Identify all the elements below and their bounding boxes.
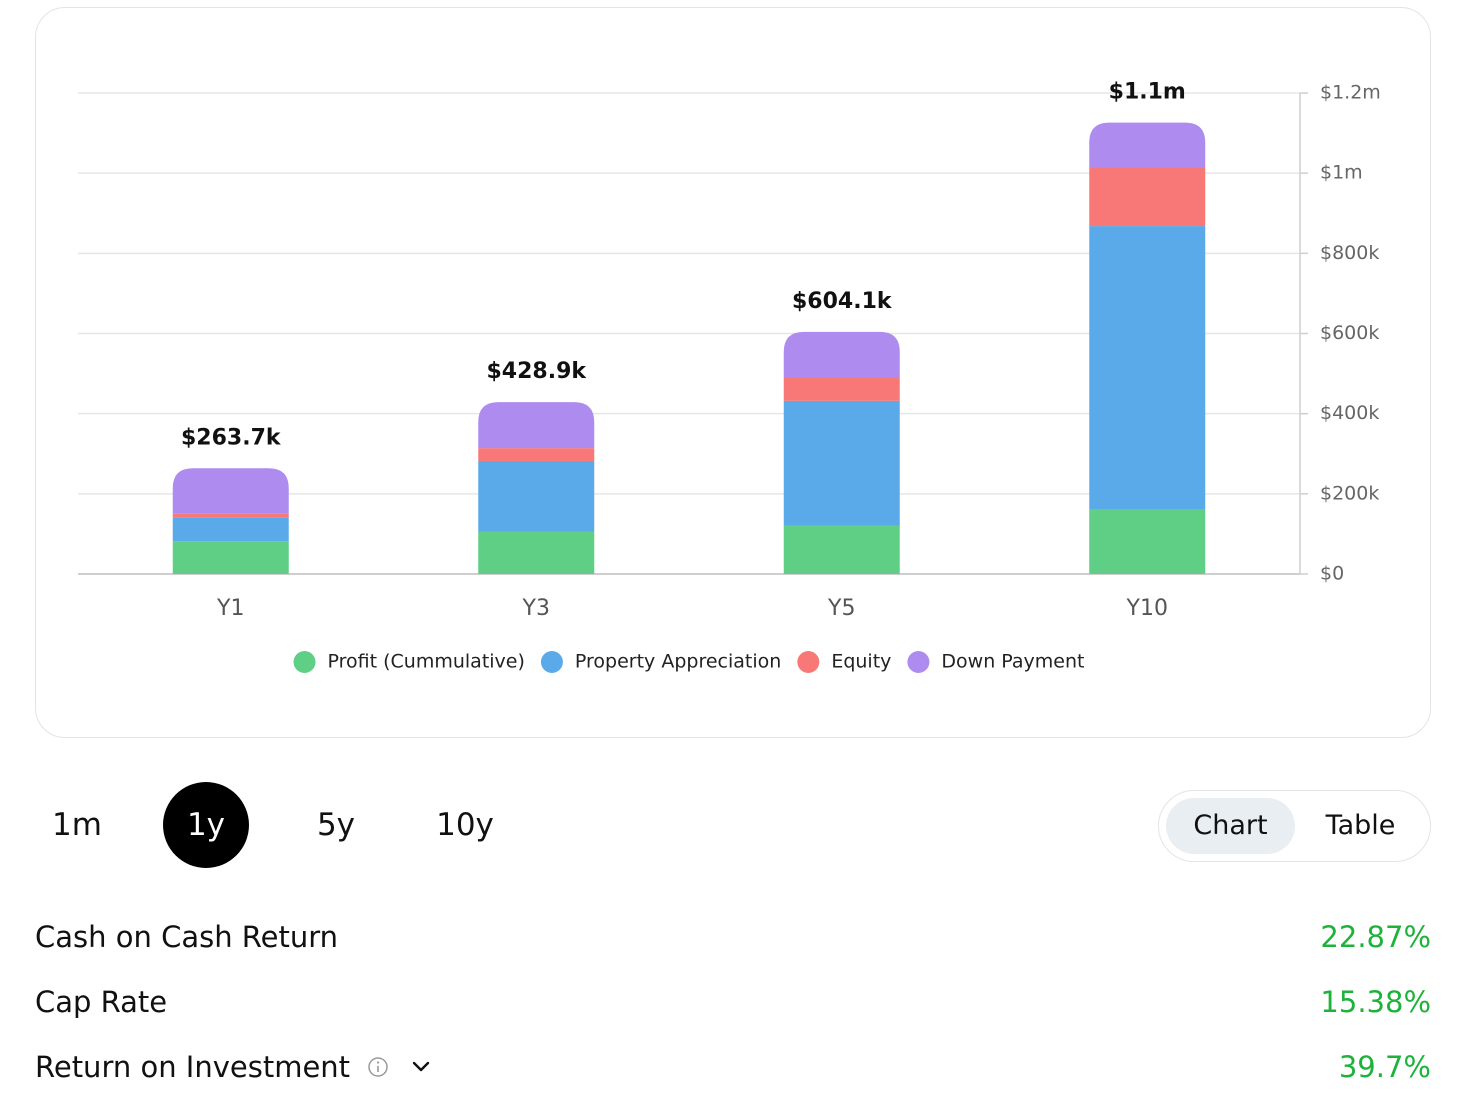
y-tick-label: $0 — [1320, 563, 1344, 585]
x-tick-label: Y10 — [1126, 596, 1168, 621]
range-tab[interactable]: 1y — [163, 782, 249, 868]
bar-segment — [172, 513, 289, 518]
range-tab[interactable]: 1m — [52, 807, 102, 843]
legend-marker — [540, 651, 563, 673]
bar-segment — [1089, 509, 1206, 574]
legend-label: Property Appreciation — [575, 651, 781, 673]
bar-segment — [172, 468, 289, 514]
legend-label: Profit (Cummulative) — [328, 651, 525, 673]
legend-marker — [907, 651, 930, 673]
metric-value: 15.38% — [1320, 985, 1431, 1019]
bar-segment — [478, 460, 595, 532]
legend-marker — [293, 651, 316, 673]
x-tick-label: Y3 — [522, 596, 550, 621]
y-tick-label: $1.2m — [1320, 82, 1381, 104]
expand-chevron[interactable] — [409, 1057, 433, 1077]
total-label: $428.9k — [486, 359, 587, 384]
x-tick-label: Y5 — [827, 596, 855, 621]
toggle-option[interactable]: Table — [1325, 810, 1396, 841]
bar-segment — [1089, 167, 1206, 227]
bar-segment — [478, 448, 595, 461]
bar-segment — [783, 377, 900, 401]
metric-row: Cash on Cash Return 22.87% — [35, 915, 1431, 959]
x-tick-label: Y1 — [216, 596, 244, 621]
y-tick-label: $800k — [1320, 242, 1379, 264]
bar-segment — [783, 331, 900, 378]
chart: $0 $200k $400k $600k $800k $1m $1.2m Y1 $263.7k Y… — [78, 80, 1381, 673]
metric-label: Return on Investment — [35, 1050, 351, 1084]
view-toggle: Chart Table — [1158, 790, 1431, 862]
y-tick-label: $600k — [1320, 322, 1379, 344]
total-label: $604.1k — [792, 289, 893, 314]
metric-value: 22.87% — [1320, 920, 1431, 954]
range-tab[interactable]: 10y — [436, 807, 494, 843]
bar-segment — [478, 531, 595, 574]
info-icon[interactable] — [367, 1056, 389, 1078]
bar-segment — [172, 541, 289, 574]
bar-segment — [783, 525, 900, 574]
y-tick-label: $200k — [1320, 482, 1379, 504]
y-tick-label: $1m — [1320, 162, 1363, 184]
bar-segment — [1089, 122, 1206, 168]
range-tab[interactable]: 5y — [316, 807, 356, 843]
chart-card — [35, 7, 1431, 738]
toggle-option[interactable]: Chart — [1166, 798, 1295, 854]
legend-marker — [797, 651, 820, 673]
metric-label: Cash on Cash Return — [35, 920, 339, 954]
bar-segment — [783, 400, 900, 526]
metric-row: Return on Investment 39.7% — [35, 1045, 1431, 1089]
metric-row: Cap Rate 15.38% — [35, 980, 1431, 1024]
total-label: $1.1m — [1109, 80, 1186, 105]
bar-segment — [1089, 226, 1206, 510]
metric-value: 39.7% — [1338, 1050, 1431, 1084]
total-label: $263.7k — [181, 425, 282, 450]
bar-segment — [478, 402, 595, 449]
legend-label: Equity — [831, 651, 891, 673]
legend-label: Down Payment — [941, 651, 1084, 673]
bar-segment — [172, 517, 289, 542]
y-tick-label: $400k — [1320, 402, 1379, 424]
metric-label: Cap Rate — [35, 985, 168, 1019]
